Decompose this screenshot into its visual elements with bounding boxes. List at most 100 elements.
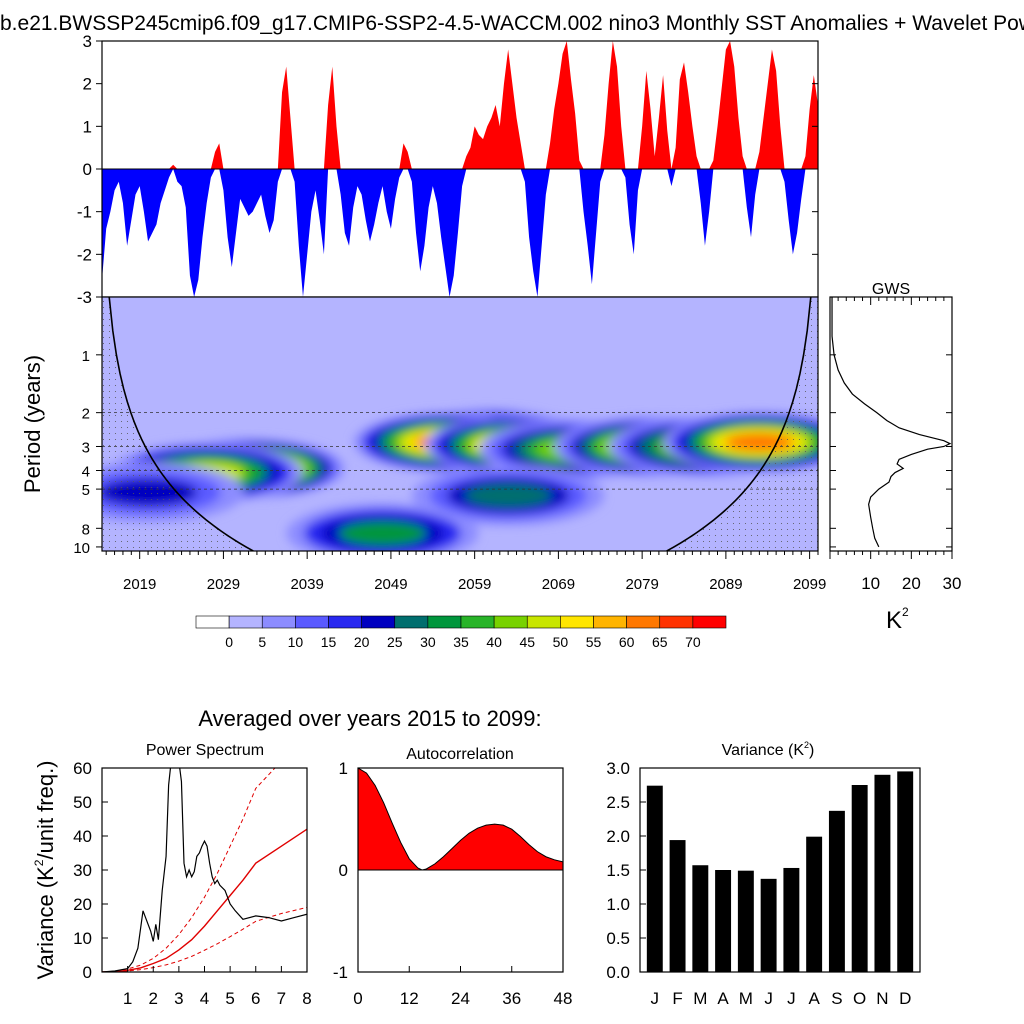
- colorbar-label: 40: [486, 634, 502, 650]
- x-tick-label: D: [899, 989, 911, 1008]
- wavelet-y-label: Period (years): [20, 355, 45, 493]
- y-tick-label: 1: [339, 759, 348, 778]
- y-tick-label: 0: [83, 160, 92, 179]
- autocorr-title: Autocorrelation: [406, 746, 514, 763]
- y-tick-label: -3: [77, 288, 92, 307]
- variance-bar: [806, 836, 823, 972]
- colorbar-swatch: [328, 615, 362, 629]
- variance-bar: [851, 785, 868, 972]
- spectrum-lines: [102, 768, 307, 972]
- x-tick-label: N: [876, 989, 888, 1008]
- y-tick-label: 30: [73, 861, 92, 880]
- autocorr-panel: Autocorrelation 0 12 24 36 48 -1 0 1: [333, 746, 573, 1008]
- x-tick-label: J: [764, 989, 773, 1008]
- x-tick-label: 4: [200, 989, 209, 1008]
- x-tick-label: 12: [400, 989, 419, 1008]
- colorbar-label: 30: [420, 634, 436, 650]
- anomaly-y-axis: -3 -2 -1 0 1 2 3: [77, 32, 818, 307]
- x-tick-label: M: [739, 989, 753, 1008]
- colorbar-label: 65: [652, 634, 668, 650]
- wavelet-frame: [101, 296, 819, 552]
- wavelet-y-axis: 1 2 3 4 5 8 10: [73, 348, 102, 557]
- x-tick-label: 2099: [793, 576, 826, 593]
- x-tick-label: 2059: [458, 576, 491, 593]
- x-tick-label: 48: [554, 989, 573, 1008]
- y-tick-label: 0.5: [606, 929, 630, 948]
- x-tick-label: 30: [943, 574, 962, 593]
- negative-anomaly-area: [102, 169, 818, 297]
- variance-bar: [783, 867, 800, 972]
- x-tick-label: 10: [861, 574, 880, 593]
- autocorr-area: [358, 768, 563, 871]
- spectrum-panel: Power Spectrum 1 2 3 4 5 6 7 8 0 10 20 30 40 50 60 Var…: [32, 742, 312, 1008]
- x-tick-label: J: [787, 989, 796, 1008]
- colorbar-swatch: [493, 615, 528, 629]
- autocorr-fill: [358, 768, 563, 871]
- colorbar: 0 5 10 15 20 25 30 35 40 45 50 55 60 65 70: [195, 615, 727, 650]
- wavelet-x-axis: 2019 2029 2039 2049 2059 2069 2079 2089 2099: [105, 551, 826, 593]
- variance-panel: Variance (K2) J F M A M J J A S O N D0.00.51.01.52.…: [606, 740, 921, 1008]
- cone-of-influence-right: [666, 297, 812, 551]
- colorbar-label: 50: [553, 634, 569, 650]
- gws-panel: GWS 10 20 30 K2: [829, 281, 962, 634]
- gws-frame: [829, 296, 953, 552]
- variance-bar: [828, 810, 845, 972]
- main-title: b.e21.BWSSP245cmip6.f09_g17.CMIP6-SSP2-4…: [0, 12, 1024, 35]
- y-tick-label: 1.5: [606, 861, 630, 880]
- y-tick-label: 10: [73, 540, 90, 557]
- colorbar-swatch: [261, 615, 296, 629]
- x-tick-label: 2: [149, 989, 158, 1008]
- colorbar-swatch: [195, 615, 230, 629]
- gws-x-label: K2: [886, 605, 909, 634]
- cone-of-influence-left-shade: [102, 297, 254, 551]
- gws-line: [831, 297, 952, 548]
- x-tick-label: 3: [174, 989, 183, 1008]
- wavelet-panel: 1 2 3 4 5 8 10 2019 2029 2039 2049 2059 2069 2079 208…: [20, 296, 826, 593]
- x-tick-label: A: [808, 989, 820, 1008]
- colorbar-swatch: [394, 615, 429, 629]
- gws-title: GWS: [872, 281, 910, 298]
- variance-bar: [760, 878, 777, 972]
- x-tick-label: 2019: [123, 576, 156, 593]
- x-tick-label: 2089: [709, 576, 742, 593]
- colorbar-label: 45: [519, 634, 535, 650]
- gws-curve: [831, 297, 952, 548]
- y-tick-label: 4: [82, 463, 90, 480]
- x-tick-label: 0: [353, 989, 362, 1008]
- y-tick-label: 0.0: [606, 963, 630, 982]
- colorbar-label: 55: [586, 634, 602, 650]
- x-tick-label: M: [693, 989, 707, 1008]
- colorbar-swatch: [361, 615, 396, 629]
- x-tick-label: J: [651, 989, 660, 1008]
- colorbar-label: 60: [619, 634, 635, 650]
- variance-bar: [669, 840, 686, 972]
- x-tick-label: O: [853, 989, 866, 1008]
- variance-bar: [646, 785, 663, 972]
- y-tick-label: 0: [83, 963, 92, 982]
- spectrum-title: Power Spectrum: [146, 742, 264, 759]
- colorbar-label: 5: [258, 634, 266, 650]
- x-tick-label: 2029: [207, 576, 240, 593]
- x-tick-label: 2079: [625, 576, 658, 593]
- colorbar-label: 25: [387, 634, 403, 650]
- gws-x-axis: 10 20 30: [829, 297, 962, 593]
- colorbar-swatch: [526, 615, 561, 629]
- y-tick-label: 2.0: [606, 827, 630, 846]
- x-tick-label: A: [717, 989, 729, 1008]
- variance-bar: [897, 771, 914, 972]
- y-tick-label: 10: [73, 929, 92, 948]
- y-tick-label: -1: [333, 963, 348, 982]
- colorbar-swatch: [659, 615, 694, 629]
- colorbar-label: 15: [321, 634, 337, 650]
- power-contour: [464, 483, 552, 508]
- variance-bar: [874, 774, 891, 972]
- colorbar-swatch: [460, 615, 495, 629]
- y-tick-label: 1: [82, 348, 90, 365]
- y-tick-label: 3: [83, 32, 92, 51]
- anomaly-panel: -3 -2 -1 0 1 2 3: [77, 32, 819, 307]
- positive-anomaly-area: [102, 41, 818, 169]
- anomaly-series: [102, 41, 818, 297]
- autocorr-axes: 0 12 24 36 48 -1 0 1: [333, 759, 573, 1008]
- variance-bar: [715, 870, 732, 972]
- spectrum-line: [102, 768, 307, 972]
